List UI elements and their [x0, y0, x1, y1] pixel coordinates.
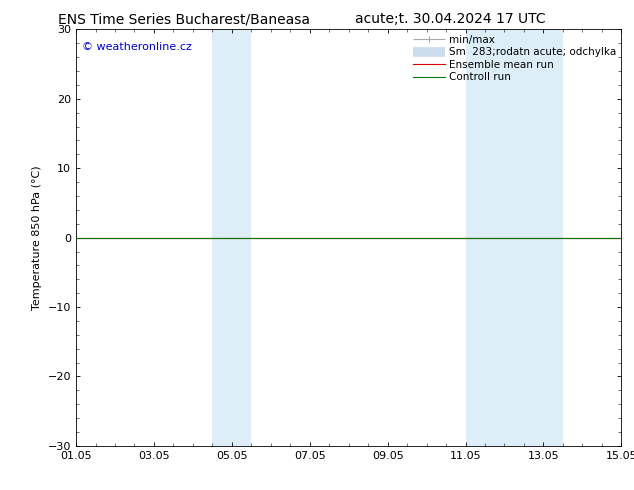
Text: © weatheronline.cz: © weatheronline.cz [82, 42, 191, 52]
Text: acute;t. 30.04.2024 17 UTC: acute;t. 30.04.2024 17 UTC [355, 12, 545, 26]
Legend: min/max, Sm  283;rodatn acute; odchylka, Ensemble mean run, Controll run: min/max, Sm 283;rodatn acute; odchylka, … [411, 32, 618, 84]
Y-axis label: Temperature 850 hPa (°C): Temperature 850 hPa (°C) [32, 165, 42, 310]
Text: ENS Time Series Bucharest/Baneasa: ENS Time Series Bucharest/Baneasa [58, 12, 310, 26]
Bar [465, 29, 563, 446]
Bar [212, 29, 251, 446]
